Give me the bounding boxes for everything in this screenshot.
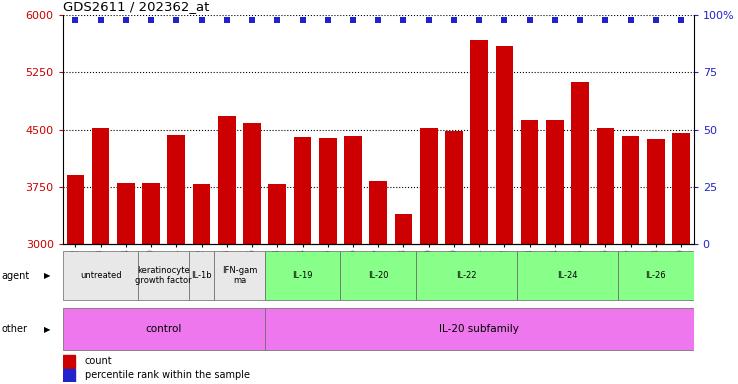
Point	[398, 17, 410, 23]
Bar	[139, 251, 189, 300]
Point	[675, 17, 687, 23]
Point	[94, 17, 106, 23]
Point	[196, 17, 207, 23]
Text: IFN-gam
ma: IFN-gam ma	[221, 266, 257, 285]
Point	[272, 17, 283, 23]
Bar	[672, 133, 690, 384]
Point	[297, 17, 308, 23]
Point	[170, 17, 182, 23]
Text: IL-19: IL-19	[292, 271, 313, 280]
Bar	[66, 175, 84, 384]
Bar	[294, 137, 311, 384]
Text: IL-26: IL-26	[646, 271, 666, 280]
Point	[120, 17, 131, 23]
Bar	[470, 40, 488, 384]
Point	[347, 17, 359, 23]
Bar	[546, 120, 564, 384]
Point	[574, 17, 586, 23]
Text: agent: agent	[1, 270, 30, 281]
Bar	[416, 251, 517, 300]
Bar	[571, 83, 589, 384]
Text: ▶: ▶	[44, 325, 50, 334]
Point	[322, 17, 334, 23]
Text: IL-24: IL-24	[557, 271, 578, 280]
Bar	[596, 128, 614, 384]
Text: control: control	[145, 324, 182, 334]
Bar	[63, 369, 75, 382]
Bar	[92, 128, 109, 384]
Point	[624, 17, 636, 23]
Bar	[370, 181, 387, 384]
Bar	[63, 251, 139, 300]
Text: IL-22: IL-22	[456, 271, 477, 280]
Bar	[517, 251, 618, 300]
Point	[473, 17, 485, 23]
Bar	[269, 184, 286, 384]
Point	[69, 17, 81, 23]
Bar	[63, 308, 265, 351]
Bar	[117, 183, 134, 384]
Text: GDS2611 / 202362_at: GDS2611 / 202362_at	[63, 0, 209, 13]
Bar	[521, 121, 539, 384]
Point	[549, 17, 561, 23]
Point	[372, 17, 384, 23]
Bar	[218, 116, 235, 384]
Bar	[193, 184, 210, 384]
Bar	[340, 251, 416, 300]
Bar	[265, 308, 694, 351]
Text: percentile rank within the sample: percentile rank within the sample	[85, 370, 250, 380]
Bar	[319, 138, 337, 384]
Point	[221, 17, 232, 23]
Bar	[189, 251, 214, 300]
Text: count: count	[85, 356, 112, 366]
Bar	[395, 214, 413, 384]
Text: IL-20: IL-20	[368, 271, 388, 280]
Bar	[344, 136, 362, 384]
Bar	[63, 355, 75, 368]
Bar	[265, 251, 340, 300]
Text: untreated: untreated	[80, 271, 122, 280]
Point	[498, 17, 510, 23]
Bar	[168, 135, 185, 384]
Bar	[622, 136, 639, 384]
Text: other: other	[1, 324, 27, 334]
Point	[423, 17, 435, 23]
Point	[448, 17, 460, 23]
Text: IL-1b: IL-1b	[191, 271, 212, 280]
Text: ▶: ▶	[44, 271, 50, 280]
Point	[524, 17, 536, 23]
Bar	[244, 123, 261, 384]
Point	[145, 17, 157, 23]
Bar	[647, 139, 665, 384]
Bar	[142, 183, 160, 384]
Bar	[214, 251, 265, 300]
Bar	[496, 46, 513, 384]
Bar	[618, 251, 694, 300]
Text: keratinocyte
growth factor: keratinocyte growth factor	[135, 266, 192, 285]
Text: IL-20 subfamily: IL-20 subfamily	[439, 324, 519, 334]
Point	[599, 17, 611, 23]
Point	[246, 17, 258, 23]
Bar	[420, 128, 438, 384]
Point	[650, 17, 662, 23]
Bar	[445, 131, 463, 384]
